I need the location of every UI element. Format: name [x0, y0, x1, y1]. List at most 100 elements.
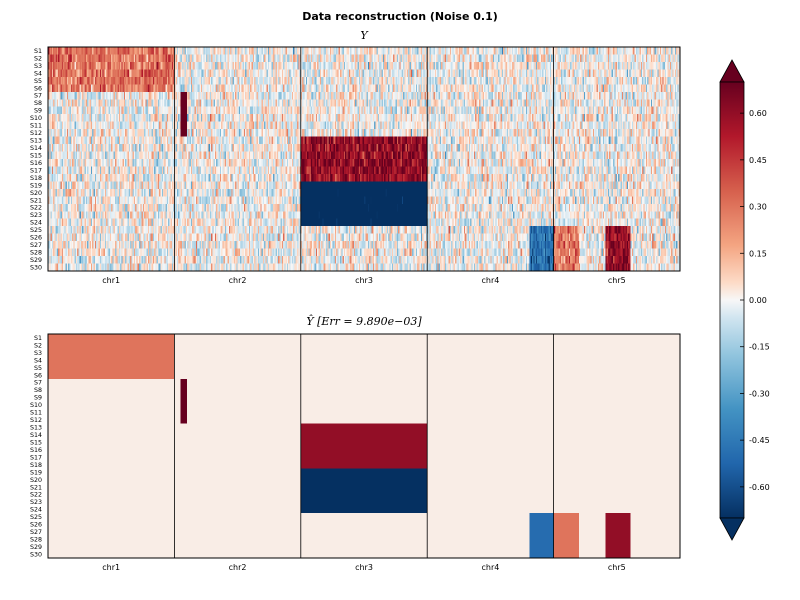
heatmap-cell — [80, 61, 83, 70]
heatmap-cell — [642, 76, 644, 85]
heatmap-cell — [68, 76, 70, 85]
heatmap-cell — [570, 76, 572, 85]
heatmap-cell — [250, 76, 252, 85]
heatmap-cell — [529, 54, 532, 63]
heatmap-cell — [515, 47, 518, 55]
heatmap-cell — [66, 47, 69, 55]
heatmap-cell — [652, 61, 654, 70]
heatmap-cell — [529, 69, 532, 78]
heatmap-cell — [250, 106, 252, 115]
heatmap-cell — [73, 106, 75, 115]
heatmap-cell — [305, 99, 308, 108]
heatmap-cell — [448, 84, 451, 93]
heatmap-cell — [591, 61, 594, 70]
heatmap-cell — [401, 47, 404, 55]
heatmap-cell — [310, 61, 313, 70]
heatmap-cell — [423, 61, 425, 70]
heatmap-cell — [624, 106, 626, 115]
heatmap-cell — [339, 61, 342, 70]
heatmap-cell — [353, 76, 356, 85]
heatmap-cell — [173, 114, 175, 122]
heatmap-cell — [395, 54, 398, 63]
heatmap-cell — [447, 99, 449, 108]
heatmap-cell — [529, 106, 532, 115]
heatmap-cell — [280, 54, 283, 63]
heatmap-cell — [438, 91, 441, 100]
heatmap-cell — [634, 84, 637, 93]
heatmap-cell — [385, 69, 388, 78]
heatmap-cell — [92, 99, 94, 108]
heatmap-cell — [527, 54, 529, 63]
heatmap-cell — [56, 91, 59, 100]
heatmap-cell — [628, 114, 630, 122]
heatmap-cell — [242, 99, 245, 108]
heatmap-cell — [317, 61, 319, 70]
heatmap-cell — [529, 84, 532, 93]
heatmap-cell — [588, 91, 591, 100]
heatmap-cell — [427, 76, 429, 85]
heatmap-cell — [352, 61, 355, 70]
heatmap-cell — [534, 76, 537, 85]
heatmap-cell — [120, 69, 122, 78]
heatmap-cell — [510, 106, 513, 115]
heatmap-cell — [321, 106, 323, 115]
heatmap-cell — [508, 84, 510, 93]
heatmap-cell — [674, 76, 677, 85]
heatmap-cell — [351, 84, 353, 93]
heatmap-cell — [382, 99, 385, 108]
heatmap-cell — [272, 91, 275, 100]
heatmap-cell — [345, 76, 347, 85]
heatmap-cell — [607, 106, 610, 115]
heatmap-cell — [495, 114, 498, 122]
heatmap-cell — [176, 99, 179, 108]
heatmap-cell — [348, 114, 351, 122]
heatmap-cell — [202, 84, 204, 93]
heatmap-cell — [399, 114, 401, 122]
heatmap-cell — [370, 61, 372, 70]
heatmap-cell — [506, 99, 509, 108]
heatmap-cell — [324, 91, 327, 100]
heatmap-cell — [128, 47, 131, 55]
heatmap-cell — [122, 54, 125, 63]
heatmap-cell — [571, 76, 573, 85]
heatmap-cell — [54, 84, 56, 93]
heatmap-cell — [187, 114, 189, 122]
heatmap-cell — [154, 76, 156, 85]
heatmap-cell — [379, 61, 381, 70]
heatmap-cell — [55, 99, 58, 108]
heatmap-cell — [198, 47, 200, 55]
heatmap-cell — [204, 106, 207, 115]
heatmap-cell — [154, 54, 156, 63]
heatmap-cell — [525, 99, 528, 108]
heatmap-cell — [372, 54, 375, 63]
heatmap-cell — [400, 61, 403, 70]
heatmap-cell — [360, 47, 362, 55]
heatmap-cell — [659, 54, 662, 63]
heatmap-cell — [270, 99, 273, 108]
heatmap-cell — [331, 106, 333, 115]
heatmap-cell — [131, 54, 133, 63]
heatmap-cell — [516, 84, 519, 93]
heatmap-cell — [626, 106, 629, 115]
heatmap-cell — [267, 54, 270, 63]
heatmap-cell — [406, 61, 409, 70]
heatmap-cell — [561, 76, 563, 85]
heatmap-cell — [412, 99, 414, 108]
heatmap-cell — [496, 47, 499, 55]
heatmap-cell — [544, 47, 547, 55]
heatmap-cell — [224, 47, 227, 55]
heatmap-cell — [523, 84, 525, 93]
heatmap-cell — [227, 84, 230, 93]
heatmap-cell — [437, 106, 439, 115]
heatmap-cell — [625, 47, 628, 55]
heatmap-cell — [98, 61, 101, 70]
heatmap-cell — [439, 99, 442, 108]
heatmap-cell — [448, 106, 451, 115]
heatmap-cell — [582, 69, 585, 78]
heatmap-cell — [236, 61, 238, 70]
heatmap-cell — [399, 99, 401, 108]
heatmap-cell — [671, 69, 673, 78]
heatmap-cell — [343, 99, 346, 108]
heatmap-cell — [294, 69, 297, 78]
heatmap-cell — [142, 114, 145, 122]
